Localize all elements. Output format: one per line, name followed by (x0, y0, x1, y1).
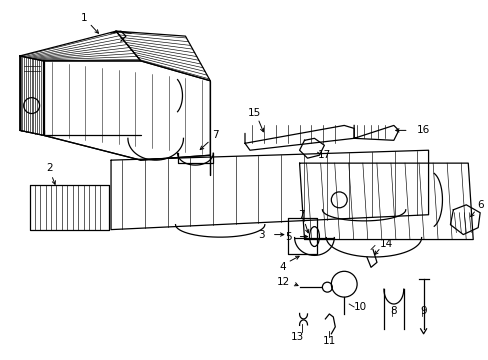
Text: 17: 17 (317, 150, 330, 160)
Text: 8: 8 (390, 306, 396, 316)
Text: 15: 15 (248, 108, 261, 117)
Text: 5: 5 (285, 231, 291, 242)
Text: 11: 11 (322, 336, 335, 346)
Text: 13: 13 (290, 332, 304, 342)
Text: 6: 6 (476, 200, 483, 210)
Text: 3: 3 (258, 230, 264, 239)
Text: 12: 12 (276, 277, 289, 287)
Text: 14: 14 (380, 239, 393, 248)
Text: 7: 7 (211, 130, 218, 140)
Text: 10: 10 (353, 302, 366, 312)
Text: 16: 16 (416, 125, 429, 135)
Text: 9: 9 (419, 306, 426, 316)
Text: 1: 1 (81, 13, 87, 23)
Text: 4: 4 (279, 262, 285, 272)
Text: 2: 2 (46, 163, 53, 173)
Text: 7: 7 (298, 210, 304, 220)
